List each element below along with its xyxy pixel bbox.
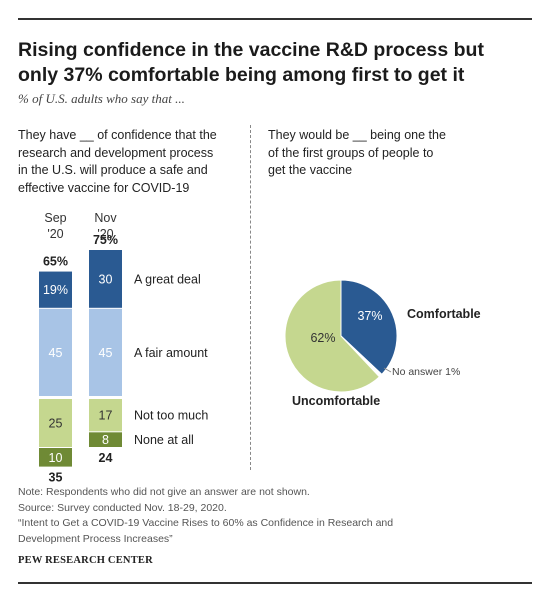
bar-segment (39, 448, 72, 467)
category-label: '20 (97, 227, 113, 241)
chart-title: Rising confidence in the vaccine R&D pro… (18, 38, 538, 88)
left-question-line: research and development process (18, 145, 214, 160)
bottom-rule (18, 582, 532, 584)
pie-leader-line (383, 367, 392, 373)
source-label: PEW RESEARCH CENTER (18, 555, 153, 566)
report-title-line: “Intent to Get a COVID-19 Vaccine Rises … (18, 517, 394, 529)
negative-total-label: 35 (49, 471, 63, 485)
top-rule (18, 18, 532, 20)
pie-value-label: 62% (310, 331, 335, 345)
bar-segment (89, 308, 122, 396)
right-question-line: get the vaccine (268, 163, 353, 177)
pie-slice (284, 279, 381, 393)
bar-value-label: 25 (49, 417, 63, 431)
pie-slice (340, 279, 398, 376)
bar-value-label: 19% (43, 283, 68, 297)
pie-value-label: 37% (357, 309, 382, 323)
pie-category-label: Comfortable (407, 307, 481, 321)
bar-segment (89, 250, 122, 308)
category-label: Sep (44, 211, 66, 225)
legend-entry: A great deal (134, 272, 201, 286)
bar-value-label: 30 (99, 272, 113, 286)
chart-subtitle: % of U.S. adults who say that ... (18, 91, 185, 106)
notes-block: Note: Respondents who did not give an an… (18, 485, 533, 547)
report-title-line: Development Process Increases” (18, 532, 173, 545)
bar-value-label: 17 (99, 409, 113, 423)
left-question-line: in the U.S. will produce a safe and (18, 163, 208, 177)
legend-entry: A fair amount (134, 346, 208, 360)
legend-entry: None at all (134, 433, 194, 447)
panel-divider (250, 125, 251, 470)
category-label: '20 (47, 227, 63, 241)
bar-value-label: 45 (99, 346, 113, 360)
bar-value-label: 8 (102, 433, 109, 447)
bar-value-label: 10 (49, 451, 63, 465)
note-line: Note: Respondents who did not give an an… (18, 486, 310, 498)
category-label: Nov (94, 211, 117, 225)
positive-total-label: 65% (43, 255, 68, 269)
right-question-line: They would be __ being one the (268, 128, 446, 142)
left-question: They have __ of confidence that the rese… (18, 127, 243, 197)
negative-total-label: 24 (99, 451, 113, 465)
bar-segment (39, 271, 72, 308)
legend-entry: Not too much (134, 409, 208, 423)
left-question-line: effective vaccine for COVID-19 (18, 180, 190, 195)
bar-segment (89, 432, 122, 447)
pie-category-label: Uncomfortable (292, 394, 380, 408)
right-question-line: of the first groups of people to (268, 145, 434, 160)
left-question-line: They have __ of confidence that the (18, 128, 217, 142)
bar-segment (39, 308, 72, 396)
positive-total-label: 75% (93, 233, 118, 247)
pie-value-label: No answer 1% (392, 366, 460, 378)
bar-segment (89, 399, 122, 432)
title-line-1: Rising confidence in the vaccine R&D pro… (18, 39, 484, 61)
bar-value-label: 45 (49, 346, 63, 360)
right-question: They would be __ being one the of the fi… (268, 127, 518, 180)
title-line-2: only 37% comfortable being among first t… (18, 64, 465, 86)
source-line: Source: Survey conducted Nov. 18-29, 202… (18, 501, 227, 514)
bar-segment (39, 399, 72, 447)
